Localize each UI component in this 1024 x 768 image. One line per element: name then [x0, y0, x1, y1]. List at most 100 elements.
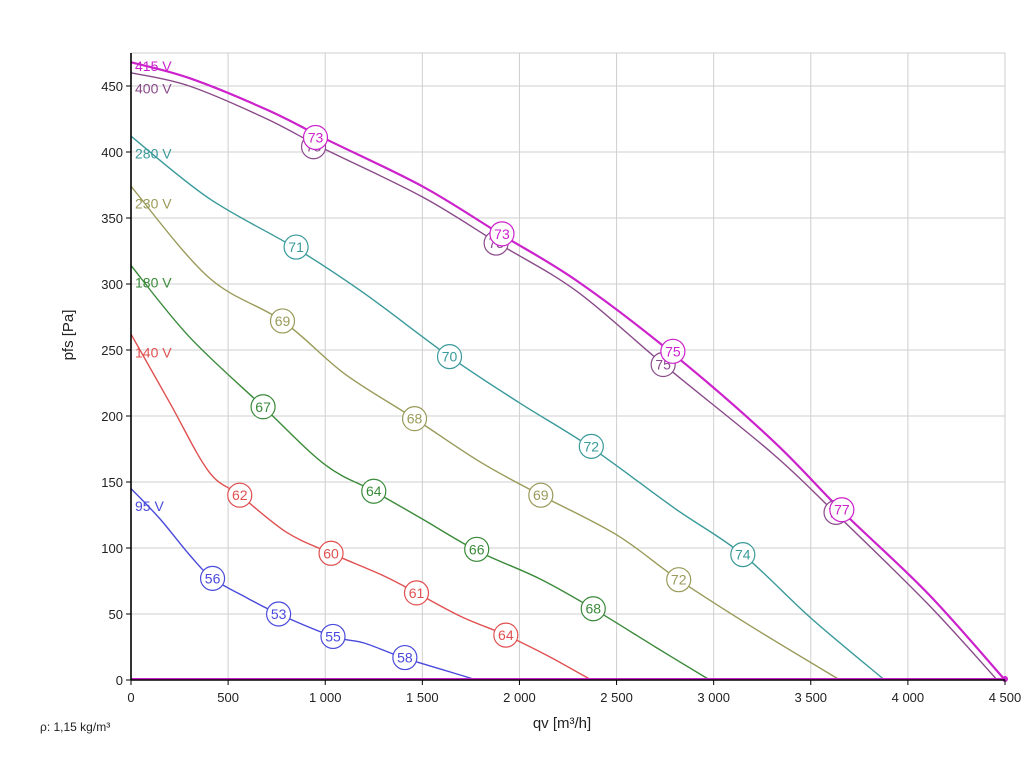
efficiency-marker-circle — [493, 622, 519, 648]
efficiency-marker-circle — [666, 567, 692, 593]
efficiency-marker-label: 67 — [255, 399, 271, 415]
efficiency-marker-label: 73 — [308, 129, 324, 145]
voltage-label-140v: 140 V — [135, 345, 172, 361]
efficiency-marker: 55 — [320, 623, 346, 650]
x-tick-label: 3 000 — [697, 690, 730, 705]
x-tick-label: 1 000 — [309, 690, 342, 705]
efficiency-marker-label: 69 — [533, 487, 549, 503]
efficiency-marker: 56 — [199, 565, 226, 591]
efficiency-marker: 69 — [269, 308, 296, 334]
efficiency-marker-label: 75 — [665, 343, 681, 359]
efficiency-marker-circle — [320, 623, 346, 650]
efficiency-marker-label: 72 — [584, 438, 600, 454]
markers: 56 53 55 58 62 60 61 64 67 64 66 68 69 68 69 72 71 70 72 74… — [199, 124, 855, 671]
efficiency-marker: 61 — [403, 580, 430, 606]
efficiency-marker-circle — [528, 482, 554, 508]
curve-400v — [130, 72, 998, 681]
x-axis-label: qv [m³/h] — [533, 715, 591, 732]
x-tick-label: 2 500 — [600, 690, 633, 705]
efficiency-marker: 68 — [401, 406, 428, 432]
y-tick-label: 400 — [101, 145, 123, 160]
y-axis-label: pfs [Pa] — [60, 310, 77, 361]
efficiency-marker: 72 — [666, 567, 692, 593]
efficiency-marker: 74 — [730, 541, 756, 568]
air-density-label: ρ: 1,15 kg/m³ — [40, 720, 111, 734]
curve-140v — [130, 333, 592, 681]
efficiency-marker-circle — [401, 406, 428, 432]
efficiency-marker-label: 70 — [442, 349, 458, 365]
efficiency-marker-label: 71 — [288, 239, 304, 255]
efficiency-marker-label: 53 — [271, 606, 287, 622]
curve-280v — [130, 135, 886, 681]
curve-415v — [130, 61, 1006, 681]
efficiency-marker-label: 72 — [671, 572, 687, 588]
efficiency-marker-circle — [266, 601, 292, 627]
x-tick-label: 500 — [217, 690, 239, 705]
efficiency-marker-label: 77 — [834, 502, 850, 518]
efficiency-marker: 73 — [489, 221, 515, 247]
curves — [130, 61, 1008, 682]
efficiency-marker-label: 74 — [735, 547, 751, 563]
efficiency-marker-label: 66 — [469, 541, 485, 557]
x-tick-label: 1 500 — [406, 690, 439, 705]
y-tick-label: 0 — [116, 673, 123, 688]
efficiency-marker: 66 — [464, 536, 490, 562]
efficiency-marker: 58 — [392, 644, 418, 671]
efficiency-marker-label: 61 — [409, 585, 425, 601]
x-tick-label: 2 000 — [503, 690, 536, 705]
efficiency-marker-circle — [227, 482, 253, 508]
efficiency-marker-circle — [250, 394, 276, 420]
efficiency-marker-circle — [829, 497, 855, 523]
voltage-label-415v: 415 V — [135, 58, 172, 74]
efficiency-marker-circle — [660, 338, 686, 364]
x-tick-label: 3 500 — [795, 690, 828, 705]
efficiency-marker: 62 — [227, 482, 253, 508]
efficiency-marker-label: 69 — [275, 313, 291, 329]
y-tick-label: 300 — [101, 277, 123, 292]
efficiency-marker: 60 — [318, 540, 344, 566]
efficiency-marker-label: 68 — [585, 601, 601, 617]
efficiency-marker-label: 73 — [494, 226, 510, 242]
efficiency-marker-circle — [489, 221, 515, 247]
x-tick-label: 0 — [127, 690, 134, 705]
efficiency-marker-label: 60 — [323, 545, 339, 561]
curve-230v — [130, 185, 841, 681]
efficiency-marker-circle — [318, 540, 344, 566]
curve-labels: 95 V 140 V 180 V 230 V 280 V 400 V 415 V — [135, 58, 172, 514]
axes — [126, 53, 1006, 685]
grid — [131, 52, 1006, 680]
efficiency-marker-circle — [199, 565, 226, 591]
efficiency-marker: 68 — [580, 596, 606, 622]
efficiency-marker: 70 — [436, 344, 463, 370]
efficiency-marker-label: 64 — [366, 483, 382, 499]
efficiency-marker: 77 — [829, 497, 855, 523]
efficiency-marker: 69 — [528, 482, 554, 508]
x-tick-label: 4 000 — [892, 690, 925, 705]
efficiency-marker-circle — [269, 308, 296, 334]
voltage-label-280v: 280 V — [135, 145, 172, 161]
efficiency-marker: 53 — [266, 601, 292, 627]
y-tick-label: 150 — [101, 475, 123, 490]
efficiency-marker-circle — [464, 536, 490, 562]
efficiency-marker-circle — [392, 644, 418, 671]
efficiency-marker-label: 62 — [232, 487, 248, 503]
y-tick-label: 100 — [101, 541, 123, 556]
efficiency-marker-label: 64 — [498, 627, 514, 643]
efficiency-marker-circle — [578, 433, 604, 459]
voltage-label-230v: 230 V — [135, 195, 172, 211]
efficiency-marker: 64 — [361, 478, 387, 504]
voltage-label-400v: 400 V — [135, 81, 172, 97]
efficiency-marker-circle — [580, 596, 606, 622]
efficiency-marker-circle — [403, 580, 430, 606]
efficiency-marker-circle — [361, 478, 387, 504]
voltage-label-95v: 95 V — [135, 498, 164, 514]
efficiency-marker: 71 — [283, 234, 309, 260]
y-tick-label: 50 — [109, 607, 123, 622]
efficiency-marker-label: 56 — [205, 570, 221, 586]
curve-180v — [130, 265, 711, 681]
efficiency-marker-label: 55 — [325, 628, 341, 644]
efficiency-marker: 67 — [250, 394, 276, 420]
efficiency-marker-circle — [436, 344, 463, 370]
ticks: 0 500 1 000 1 500 2 000 2 500 3 000 3 500 4 000 4… — [101, 79, 1021, 705]
